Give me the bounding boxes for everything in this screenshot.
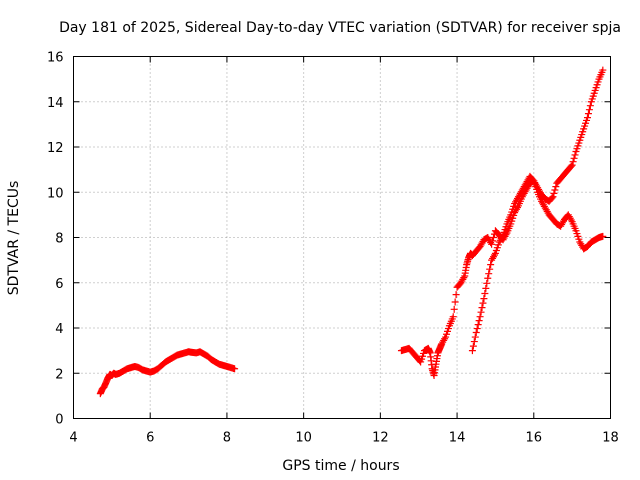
y-tick-label: 0 [55,413,63,428]
data-point-segment-3 [482,284,490,292]
data-point-segment-3 [599,232,607,240]
data-point-segment-3 [477,308,485,316]
y-tick-label: 6 [55,277,63,292]
data-point-segment-2 [449,313,457,321]
data-point-segment-3 [469,342,477,350]
data-point-segment-2 [567,162,575,170]
y-tick-label: 14 [47,96,64,111]
data-point-segment-2 [450,305,458,313]
x-axis-label: GPS time / hours [282,458,399,474]
data-point-segment-2 [584,110,592,118]
data-point-segment-2 [460,274,468,282]
data-point-segment-3 [481,289,489,297]
y-tick-label: 10 [47,186,64,201]
data-point-segment-3 [475,317,483,325]
data-point-segment-3 [473,325,481,333]
data-point-segment-3 [476,313,484,321]
data-point-segment-2 [549,193,557,201]
data-point-segment-3 [484,274,492,282]
x-axis-ticks: 4 6 8 10 12 14 16 18 [69,56,619,446]
data-point-segment-3 [490,251,498,259]
data-point-segment-2 [571,151,579,159]
x-tick-label: 8 [223,431,231,446]
x-tick-label: 10 [295,431,312,446]
data-point-segment-2 [441,335,449,343]
data-point-segment-2 [548,194,556,202]
data-point-segment-2 [550,189,558,197]
data-point-segment-2 [489,237,497,245]
x-tick-label: 12 [372,431,389,446]
data-point-segment-3 [472,329,480,337]
data-point-segment-2 [552,183,560,191]
data-point-segment-2 [513,204,521,212]
data-point-segment-2 [569,158,577,166]
plot-frame [73,56,611,419]
y-tick-label: 2 [55,367,63,382]
x-tick-label: 6 [146,431,154,446]
y-tick-label: 4 [55,322,63,337]
data-point-segment-2 [586,102,594,110]
data-point-segment-3 [471,333,479,341]
data-point-segment-3 [480,295,488,303]
x-tick-label: 4 [69,431,77,446]
y-tick-label: 12 [47,141,64,156]
x-tick-label: 14 [449,431,466,446]
data-point-segment-3 [483,279,491,287]
x-tick-label: 16 [526,431,543,446]
y-axis-label: SDTVAR / TECUs [6,181,22,296]
y-tick-label: 8 [55,232,63,247]
data-point-segment-2 [488,240,496,248]
data-point-segment-3 [468,347,476,355]
data-point-segment-2 [451,298,459,306]
data-point-segment-3 [486,265,494,273]
data-point-segment-3 [498,233,506,241]
chart-title: Day 181 of 2025, Sidereal Day-to-day VTE… [59,20,621,36]
data-point-segment-3 [479,299,487,307]
data-point-segment-2 [551,186,559,194]
data-point-segment-3 [478,304,486,312]
data-point-segment-2 [490,234,498,241]
x-tick-label: 18 [602,431,619,446]
data-point-segment-2 [583,114,591,122]
data-point-segment-3 [470,338,478,346]
data-point-segment-3 [474,321,482,329]
data-point-segment-2 [452,291,460,299]
data-point-segment-2 [585,106,593,114]
data-point-segment-3 [529,176,537,184]
data-point-segment-2 [570,154,578,162]
data-point-segment-3 [487,261,495,269]
data-point-segment-2 [599,66,607,74]
y-tick-label: 16 [47,51,64,66]
data-point-segment-1 [231,365,239,373]
data-point-segment-3 [485,270,493,278]
data-point-segment-3 [567,216,575,224]
grid [73,56,611,419]
data-points [96,66,607,398]
data-point-segment-2 [568,161,576,169]
